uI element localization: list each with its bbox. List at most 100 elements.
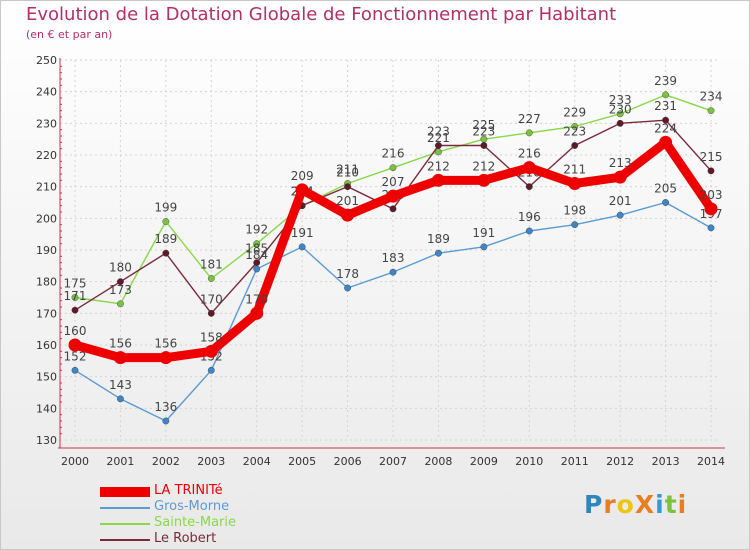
y-tick-label: 220 bbox=[36, 149, 57, 162]
data-label: 225 bbox=[472, 118, 495, 132]
data-point bbox=[616, 119, 624, 127]
x-tick-label: 2010 bbox=[515, 455, 543, 468]
data-label: 199 bbox=[154, 201, 177, 215]
data-label: 215 bbox=[700, 150, 723, 164]
logo-letter: P bbox=[584, 490, 604, 519]
proxiti-logo: ProXiti bbox=[584, 490, 687, 519]
legend-item: Sainte-Marie bbox=[100, 515, 300, 532]
x-tick-label: 2000 bbox=[61, 455, 89, 468]
y-tick-label: 190 bbox=[36, 244, 57, 257]
data-point bbox=[571, 221, 579, 229]
data-point bbox=[525, 183, 533, 191]
data-label: 211 bbox=[563, 163, 586, 177]
data-label: 212 bbox=[427, 159, 450, 173]
legend-item: Gros-Morne bbox=[100, 499, 300, 516]
data-point bbox=[113, 351, 127, 365]
data-label: 223 bbox=[427, 125, 450, 139]
data-label: 203 bbox=[700, 188, 723, 202]
data-label: 183 bbox=[382, 251, 405, 265]
data-label: 191 bbox=[472, 226, 495, 240]
data-point bbox=[341, 208, 355, 222]
data-label: 136 bbox=[154, 400, 177, 414]
data-point bbox=[707, 107, 715, 115]
y-tick-label: 150 bbox=[36, 371, 57, 384]
data-label: 212 bbox=[472, 159, 495, 173]
data-label: 171 bbox=[64, 289, 87, 303]
logo-letter: X bbox=[634, 490, 656, 519]
data-label: 170 bbox=[245, 292, 268, 306]
data-label: 227 bbox=[518, 112, 541, 126]
x-tick-label: 2004 bbox=[243, 455, 271, 468]
data-point bbox=[707, 224, 715, 232]
data-point bbox=[525, 129, 533, 137]
data-label: 184 bbox=[245, 248, 268, 262]
data-point bbox=[117, 395, 124, 403]
data-label: 170 bbox=[200, 292, 223, 306]
data-label: 201 bbox=[336, 194, 359, 208]
data-point bbox=[704, 202, 718, 216]
data-point bbox=[525, 227, 533, 235]
data-point bbox=[522, 161, 536, 175]
y-tick-label: 140 bbox=[36, 402, 57, 415]
legend-label: Le Robert bbox=[154, 531, 217, 546]
data-point bbox=[298, 243, 306, 251]
legend-swatch bbox=[100, 539, 150, 541]
data-label: 231 bbox=[654, 99, 677, 113]
logo-letter: r bbox=[603, 490, 617, 519]
data-point bbox=[250, 306, 264, 320]
data-point bbox=[435, 249, 442, 257]
data-point bbox=[117, 278, 124, 286]
data-label: 143 bbox=[109, 378, 132, 392]
data-point bbox=[207, 366, 215, 374]
data-label: 223 bbox=[563, 125, 586, 139]
data-point bbox=[662, 116, 669, 124]
data-label: 198 bbox=[563, 204, 586, 218]
data-point bbox=[707, 167, 715, 175]
data-point bbox=[389, 164, 397, 172]
x-tick-label: 2013 bbox=[652, 455, 680, 468]
data-point bbox=[435, 142, 442, 149]
data-label: 233 bbox=[609, 93, 632, 107]
data-label: 191 bbox=[291, 226, 314, 240]
data-label: 185 bbox=[245, 242, 268, 256]
y-tick-label: 170 bbox=[36, 307, 57, 320]
data-point bbox=[71, 294, 79, 301]
x-tick-label: 2003 bbox=[197, 455, 225, 468]
data-point bbox=[616, 110, 624, 118]
y-tick-label: 160 bbox=[36, 339, 57, 352]
y-tick-label: 180 bbox=[36, 276, 57, 289]
data-label: 230 bbox=[609, 102, 632, 116]
data-point bbox=[568, 177, 582, 190]
data-point bbox=[431, 173, 445, 187]
data-label: 158 bbox=[200, 330, 223, 344]
x-tick-label: 2014 bbox=[697, 455, 725, 468]
y-tick-label: 230 bbox=[36, 117, 57, 130]
logo-letter: i bbox=[655, 490, 665, 519]
data-point bbox=[117, 300, 124, 308]
logo-letter: i bbox=[677, 490, 688, 519]
data-label: 229 bbox=[563, 106, 586, 120]
x-tick-label: 2009 bbox=[470, 455, 498, 468]
data-point bbox=[662, 91, 669, 99]
legend-swatch bbox=[100, 523, 150, 525]
data-point bbox=[207, 275, 215, 282]
data-label: 207 bbox=[382, 175, 405, 189]
legend-swatch bbox=[100, 487, 150, 497]
data-label: 209 bbox=[291, 169, 314, 183]
data-label: 224 bbox=[654, 121, 677, 135]
data-point bbox=[662, 199, 669, 206]
data-point bbox=[571, 123, 579, 130]
legend-item: LA TRINITé bbox=[100, 483, 300, 500]
data-point bbox=[571, 142, 579, 149]
data-point bbox=[295, 183, 309, 197]
data-point bbox=[344, 284, 351, 292]
data-label: 201 bbox=[609, 194, 632, 208]
data-label: 181 bbox=[200, 258, 223, 272]
data-point bbox=[204, 344, 218, 358]
legend-swatch bbox=[100, 507, 150, 509]
chart-title: Evolution de la Dotation Globale de Fonc… bbox=[26, 4, 617, 25]
data-label: 205 bbox=[654, 182, 677, 196]
data-point bbox=[389, 268, 397, 276]
data-label: 210 bbox=[336, 166, 359, 180]
data-point bbox=[480, 243, 488, 251]
